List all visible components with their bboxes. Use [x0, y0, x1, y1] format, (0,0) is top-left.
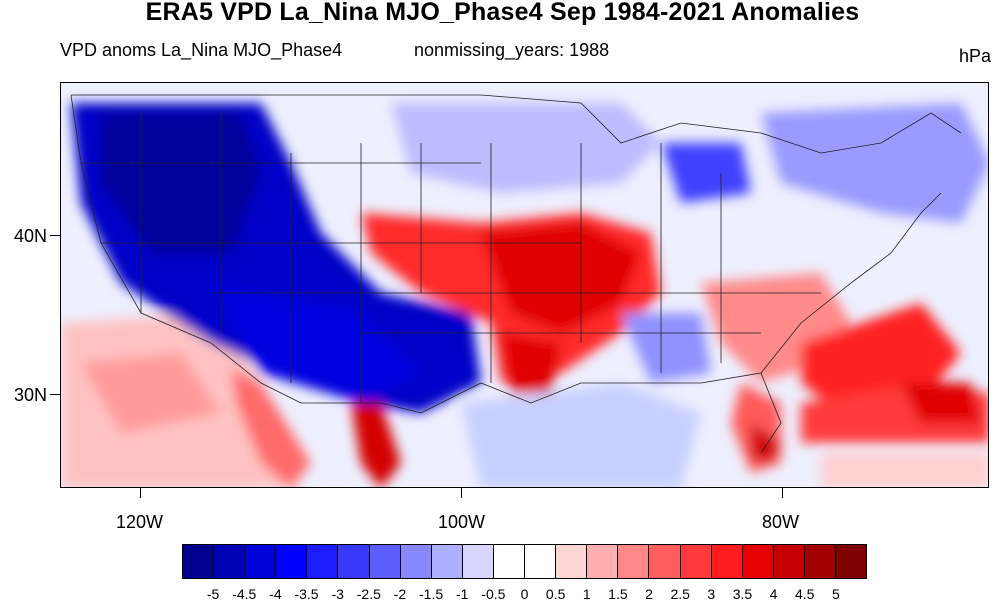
colorbar-label: -4: [269, 586, 282, 602]
center-subtitle: nonmissing_years: 1988: [414, 40, 610, 60]
colorbar-label: -5: [206, 586, 220, 602]
colorbar-swatch: [400, 545, 432, 578]
colorbar-labels: -5 -4.5 -4 -3.5 -3 -2.5 -2 -1.5 -1 -0.5 0 0.5 1 1.5 2 2…: [182, 586, 867, 604]
colorbar-label: -3: [331, 586, 344, 602]
lon-label-80w: 80W: [762, 512, 800, 532]
colorbar-label: 3.5: [732, 586, 753, 602]
anomaly-field: [61, 103, 988, 487]
colorbar-swatch: [742, 545, 774, 578]
colorbar-label: 5: [831, 586, 840, 602]
colorbar-label: 1: [582, 586, 591, 602]
colorbar-label: -3.5: [294, 586, 319, 602]
colorbar-label: -1: [455, 586, 469, 602]
colorbar-swatch: [338, 545, 370, 578]
colorbar-swatch: [525, 545, 557, 578]
map-svg: [61, 83, 988, 487]
colorbar-swatch: [556, 545, 588, 578]
left-subtitle: VPD anoms La_Nina MJO_Phase4: [60, 40, 343, 60]
colorbar-swatch: [462, 545, 494, 578]
colorbar-label: -1.5: [419, 586, 444, 602]
colorbar-label: 1.5: [608, 586, 628, 602]
colorbar-label: -2: [393, 586, 407, 602]
tick-mark: [461, 488, 462, 498]
colorbar-swatch: [276, 545, 308, 578]
colorbar-label: -0.5: [481, 586, 506, 602]
colorbar-label: 0: [520, 586, 529, 602]
colorbar-swatch: [214, 545, 246, 578]
colorbar-label: -4.5: [232, 586, 257, 602]
colorbar-label: 3: [707, 586, 716, 602]
colorbar-label: 0.5: [545, 586, 566, 602]
colorbar-swatch: [307, 545, 339, 578]
colorbar-swatch: [711, 545, 743, 578]
lat-label-40n: 40N: [14, 226, 48, 246]
tick-mark: [50, 394, 60, 395]
units-label: hPa: [958, 46, 991, 66]
colorbar: [182, 544, 867, 579]
map-boundaries: [70, 94, 962, 454]
tick-mark: [782, 488, 783, 498]
anomaly-map: [60, 82, 989, 488]
colorbar-label: 2.5: [670, 586, 690, 602]
colorbar-label: 4: [769, 586, 778, 602]
colorbar-swatch: [680, 545, 712, 578]
chart-title: ERA5 VPD La_Nina MJO_Phase4 Sep 1984-202…: [145, 0, 860, 26]
colorbar-swatch: [183, 545, 215, 578]
colorbar-label: 4.5: [794, 586, 815, 602]
colorbar-swatch: [835, 545, 867, 578]
colorbar-label: 2: [645, 586, 653, 602]
tick-mark: [140, 488, 141, 498]
colorbar-swatch: [618, 545, 650, 578]
lon-label-100w: 100W: [438, 512, 486, 532]
colorbar-label: -2.5: [356, 586, 381, 602]
colorbar-swatch: [587, 545, 619, 578]
lat-label-30n: 30N: [14, 385, 48, 405]
colorbar-swatch: [431, 545, 463, 578]
tick-mark: [50, 235, 60, 236]
colorbar-swatch: [493, 545, 526, 578]
lon-label-120w: 120W: [116, 512, 164, 532]
colorbar-swatch: [773, 545, 805, 578]
colorbar-swatch: [245, 545, 277, 578]
colorbar-swatch: [804, 545, 836, 578]
colorbar-swatch: [369, 545, 401, 578]
colorbar-swatch: [649, 545, 681, 578]
